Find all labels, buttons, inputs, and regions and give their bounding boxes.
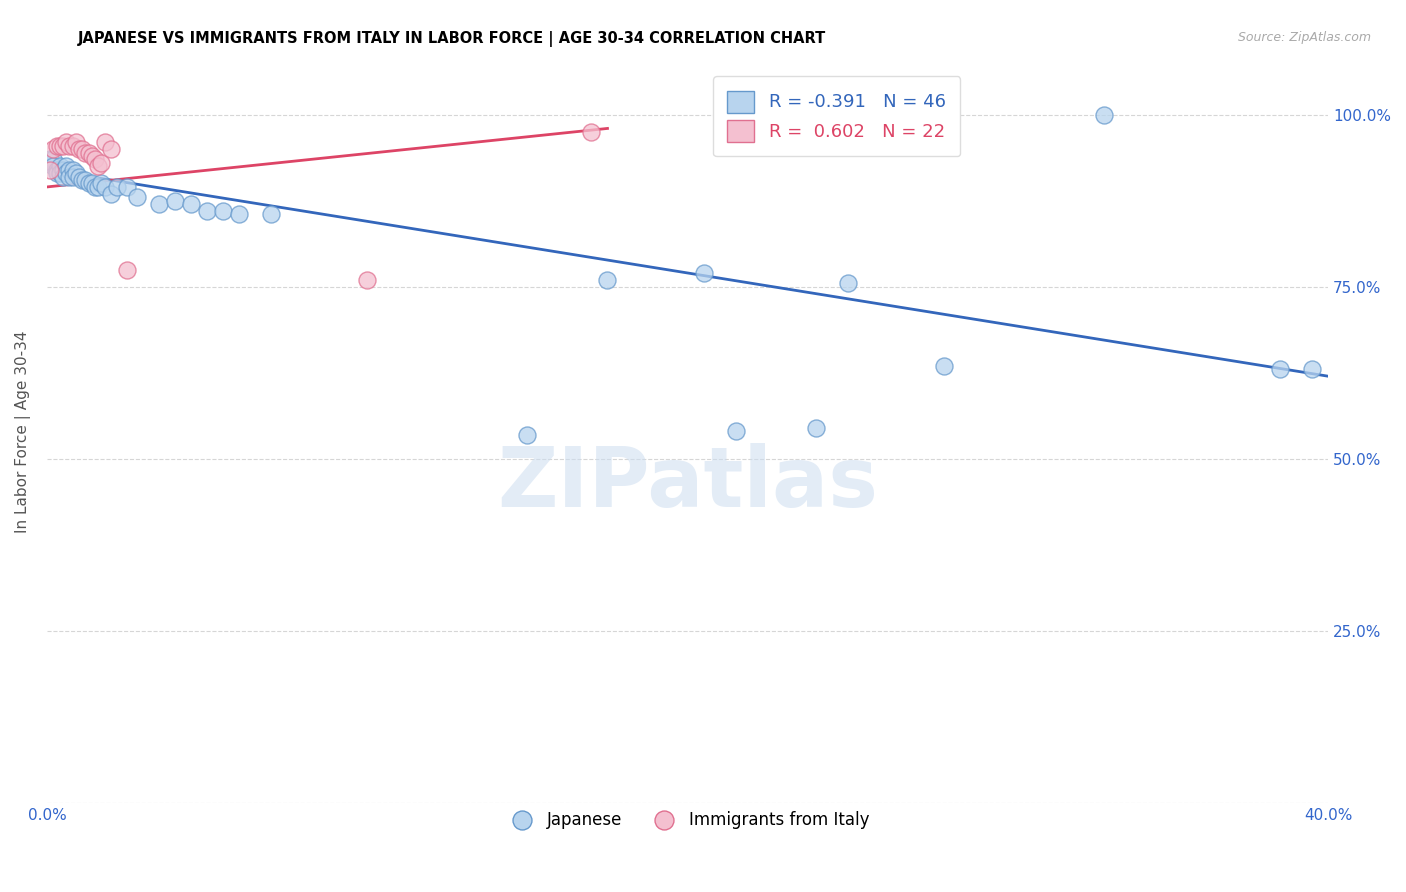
Point xyxy=(148,197,170,211)
Point xyxy=(42,159,65,173)
Legend: Japanese, Immigrants from Italy: Japanese, Immigrants from Italy xyxy=(499,805,876,836)
Point xyxy=(65,135,87,149)
Point xyxy=(58,169,80,184)
Point xyxy=(180,197,202,211)
Point xyxy=(837,277,859,291)
Point xyxy=(45,166,67,180)
Point xyxy=(100,186,122,201)
Point xyxy=(62,138,84,153)
Point xyxy=(692,266,714,280)
Point xyxy=(804,421,827,435)
Point xyxy=(42,142,65,156)
Point xyxy=(65,166,87,180)
Point xyxy=(100,142,122,156)
Point xyxy=(52,169,75,184)
Point xyxy=(125,190,148,204)
Point xyxy=(115,262,138,277)
Point xyxy=(724,424,747,438)
Point xyxy=(932,359,955,373)
Point xyxy=(356,273,378,287)
Point xyxy=(195,204,218,219)
Point xyxy=(87,180,110,194)
Point xyxy=(67,142,90,156)
Point xyxy=(58,138,80,153)
Point xyxy=(55,159,77,173)
Point xyxy=(62,162,84,177)
Point xyxy=(49,159,72,173)
Point xyxy=(165,194,187,208)
Point xyxy=(45,162,67,177)
Point xyxy=(52,162,75,177)
Point xyxy=(55,166,77,180)
Point xyxy=(77,145,100,160)
Point xyxy=(84,180,107,194)
Point xyxy=(212,204,235,219)
Point xyxy=(80,149,103,163)
Point xyxy=(1268,362,1291,376)
Text: Source: ZipAtlas.com: Source: ZipAtlas.com xyxy=(1237,31,1371,45)
Y-axis label: In Labor Force | Age 30-34: In Labor Force | Age 30-34 xyxy=(15,330,31,533)
Point xyxy=(39,162,62,177)
Point xyxy=(45,138,67,153)
Point xyxy=(93,135,115,149)
Text: ZIPatlas: ZIPatlas xyxy=(498,442,879,524)
Point xyxy=(228,207,250,221)
Point xyxy=(596,273,619,287)
Point xyxy=(84,153,107,167)
Point xyxy=(55,135,77,149)
Point xyxy=(1301,362,1323,376)
Point xyxy=(115,180,138,194)
Point xyxy=(52,138,75,153)
Point xyxy=(80,177,103,191)
Point xyxy=(1092,108,1115,122)
Point xyxy=(49,166,72,180)
Text: JAPANESE VS IMMIGRANTS FROM ITALY IN LABOR FORCE | AGE 30-34 CORRELATION CHART: JAPANESE VS IMMIGRANTS FROM ITALY IN LAB… xyxy=(77,31,825,47)
Point xyxy=(70,142,93,156)
Point xyxy=(93,180,115,194)
Point xyxy=(67,169,90,184)
Point xyxy=(77,177,100,191)
Point xyxy=(62,169,84,184)
Point xyxy=(42,153,65,167)
Point xyxy=(107,180,129,194)
Point xyxy=(75,173,97,187)
Point xyxy=(70,173,93,187)
Point xyxy=(39,153,62,167)
Point xyxy=(58,162,80,177)
Point xyxy=(49,138,72,153)
Point xyxy=(90,177,112,191)
Point xyxy=(87,159,110,173)
Point xyxy=(516,427,538,442)
Point xyxy=(581,125,603,139)
Point xyxy=(75,145,97,160)
Point xyxy=(260,207,283,221)
Point xyxy=(90,156,112,170)
